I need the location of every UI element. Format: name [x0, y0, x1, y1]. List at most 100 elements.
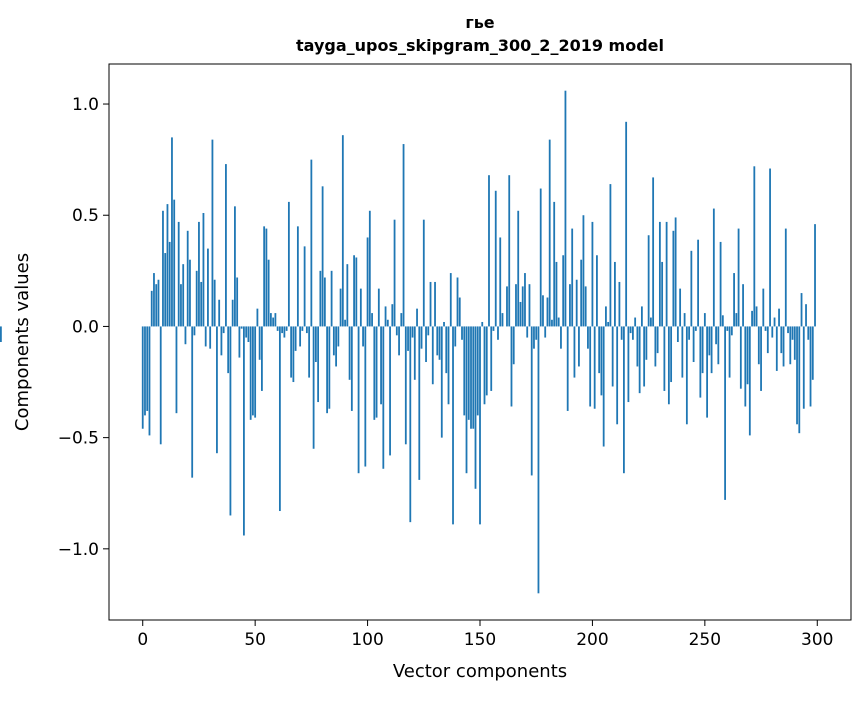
bar-component-219 [634, 318, 636, 327]
bar-component-271 [751, 311, 753, 327]
bar-component-273 [756, 306, 758, 326]
bar-component-58 [272, 318, 274, 327]
bar-component-286 [785, 229, 787, 327]
bar-component-188 [565, 91, 567, 327]
bar-component-289 [792, 326, 794, 339]
bar-component-232 [663, 326, 665, 391]
bar-component-257 [720, 242, 722, 327]
bar-component-145 [468, 326, 470, 419]
bar-component-79 [319, 271, 321, 327]
bar-component-108 [385, 306, 387, 326]
bar-component-1 [144, 326, 146, 415]
bar-component-131 [436, 326, 438, 355]
bar-component-7 [158, 280, 160, 327]
bar-component-28 [205, 326, 207, 346]
bar-component-178 [542, 295, 544, 326]
bar-component-160 [502, 313, 504, 326]
bar-component-93 [351, 326, 353, 411]
bar-component-214 [623, 326, 625, 473]
bar-component-117 [405, 326, 407, 444]
bar-component-199 [589, 326, 591, 406]
bar-component-18 [182, 264, 184, 326]
bar-component-124 [421, 326, 423, 348]
bar-component-184 [556, 262, 558, 327]
bar-component-183 [553, 202, 555, 327]
bar-component-190 [569, 284, 571, 326]
bar-component-146 [470, 326, 472, 428]
bar-component-208 [610, 184, 612, 326]
bar-component-3 [149, 326, 151, 435]
bar-component-13 [171, 137, 173, 326]
bar-component-215 [625, 122, 627, 327]
bar-component-66 [290, 326, 292, 377]
y-tick-label: −1.0 [58, 540, 99, 560]
bar-component-276 [762, 289, 764, 327]
bar-component-125 [423, 220, 425, 327]
bar-component-123 [418, 326, 420, 479]
bar-component-285 [783, 326, 785, 366]
bar-component-73 [306, 326, 308, 333]
bar-component-253 [711, 326, 713, 373]
y-tick-label: 1.0 [72, 95, 99, 115]
bar-component-83 [328, 326, 330, 408]
bar-component-112 [394, 220, 396, 327]
bar-component-24 [196, 271, 198, 327]
bar-component-212 [619, 282, 621, 326]
bar-component-152 [484, 326, 486, 404]
bar-component-87 [337, 326, 339, 346]
bar-component-158 [497, 326, 499, 339]
bar-component-288 [789, 326, 791, 364]
bar-component-267 [742, 284, 744, 326]
bar-component-2 [146, 326, 148, 411]
bar-component-198 [587, 326, 589, 348]
bar-component-195 [580, 260, 582, 327]
bar-component-242 [686, 326, 688, 424]
bar-component-113 [396, 326, 398, 335]
bar-component-231 [661, 262, 663, 327]
bar-component-65 [288, 202, 290, 327]
bar-component-153 [486, 326, 488, 395]
bar-component-12 [169, 242, 171, 327]
bar-component-19 [185, 326, 187, 344]
bar-component-223 [643, 326, 645, 386]
bar-component-258 [722, 315, 724, 326]
bar-component-39 [230, 326, 232, 515]
bar-component-277 [765, 326, 767, 330]
bar-component-11 [167, 204, 169, 326]
bar-component-155 [490, 326, 492, 391]
bar-component-268 [744, 326, 746, 406]
bar-component-34 [218, 300, 220, 327]
bar-component-187 [562, 255, 564, 326]
bar-component-128 [430, 282, 432, 326]
bar-component-0 [142, 326, 144, 428]
bar-component-159 [499, 237, 501, 326]
bar-component-17 [180, 284, 182, 326]
bar-component-64 [286, 326, 288, 330]
bar-component-278 [767, 326, 769, 353]
bar-component-106 [380, 326, 382, 404]
bar-component-299 [814, 224, 816, 326]
bar-component-44 [241, 326, 243, 328]
bar-component-237 [675, 217, 677, 326]
bar-component-40 [232, 300, 234, 327]
bar-component-137 [450, 273, 452, 326]
bar-component-220 [636, 326, 638, 366]
bar-component-85 [333, 326, 335, 355]
bar-component-142 [461, 326, 463, 339]
bar-component-107 [382, 326, 384, 468]
bar-component-133 [441, 326, 443, 437]
bar-component-197 [585, 286, 587, 326]
bar-component-296 [807, 326, 809, 339]
bar-component-170 [524, 273, 526, 326]
chart-title-model: tayga_upos_skipgram_300_2_2019 model [296, 36, 664, 55]
bar-component-63 [283, 326, 285, 337]
bar-component-213 [621, 326, 623, 339]
bar-component-157 [495, 191, 497, 327]
bar-component-92 [349, 326, 351, 379]
bar-component-109 [387, 320, 389, 327]
bar-component-122 [416, 309, 418, 327]
bar-component-266 [740, 326, 742, 388]
bar-component-194 [578, 326, 580, 366]
bar-component-97 [360, 289, 362, 327]
